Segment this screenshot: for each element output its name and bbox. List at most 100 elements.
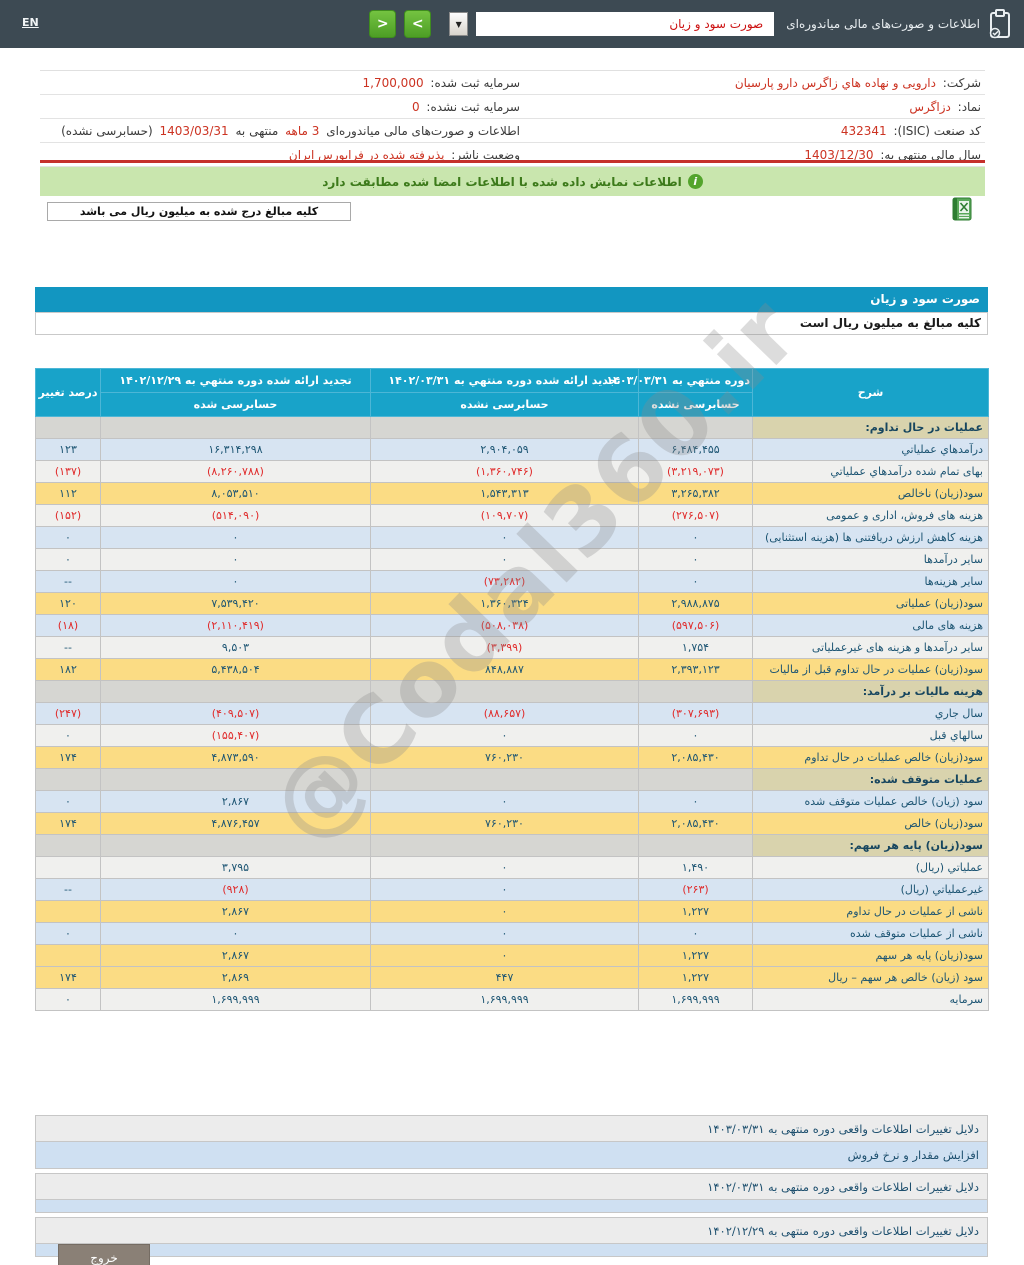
- value-cell: --: [35, 570, 101, 593]
- section-header-label: عملیات در حال تداوم:: [752, 416, 989, 439]
- value-cell: ۰: [370, 944, 639, 967]
- section-header-cell: [638, 416, 753, 439]
- value-cell: ۰: [35, 790, 101, 813]
- row-label: سال جاري: [752, 702, 989, 725]
- value-cell: ۱۱۲: [35, 482, 101, 505]
- table-row: سود(زیان) خالص عملیات در حال تداوم ۲,۰۸۵,…: [35, 746, 989, 769]
- report-select[interactable]: صورت سود و زیان: [476, 12, 775, 36]
- value-cell: ۰: [370, 526, 639, 549]
- topbar: اطلاعات و صورت‌های مالی میاندوره‌ای صورت…: [0, 0, 1024, 48]
- table-row: سود(زیان) ناخالص ۳,۲۶۵,۳۸۲ ۱,۵۴۳,۳۱۳ ۸,۰۵۳,…: [35, 482, 989, 505]
- value-cell: ۰: [100, 548, 371, 571]
- section-header-cell: [35, 834, 101, 857]
- value-cell: ۰: [638, 570, 753, 593]
- value-cell: (۱۵۵,۴۰۷): [100, 724, 371, 747]
- value-cell: ۱۸۲: [35, 658, 101, 681]
- value-cell: ۱۲۳: [35, 438, 101, 461]
- section-header-cell: [370, 416, 639, 439]
- table-row: سود (زیان) خالص هر سهم – ریال ۱,۲۲۷ ۴۴۷ ۲,۸…: [35, 966, 989, 989]
- value-cell: (۲۶۳): [638, 878, 753, 901]
- row-label: هزینه های فروش، اداری و عمومی: [752, 504, 989, 527]
- value-cell: ۱,۵۴۳,۳۱۳: [370, 482, 639, 505]
- value-cell: ۰: [35, 548, 101, 571]
- row-label: سود(زیان) خالص: [752, 812, 989, 835]
- value-cell: ۰: [100, 526, 371, 549]
- amounts-note: کلیه مبالغ درج شده به میلیون ریال می باش…: [47, 202, 351, 221]
- table-header: شرح دوره منتهي به ۱۴۰۳/۰۳/۳۱ تجدید ارائه…: [35, 368, 989, 417]
- value-cell: ۰: [638, 790, 753, 813]
- table-row: سود(زیان) عملیاتی ۲,۹۸۸,۸۷۵ ۱,۳۶۰,۳۲۴ ۷,۵۳۹…: [35, 592, 989, 615]
- language-link[interactable]: EN: [22, 16, 39, 29]
- value-cell: ۰: [35, 922, 101, 945]
- excel-export-icon[interactable]: [951, 197, 972, 221]
- section-header-cell: [370, 680, 639, 703]
- row-label: سایر درآمدها: [752, 548, 989, 571]
- row-label: سود (زیان) خالص عملیات متوقف شده: [752, 790, 989, 813]
- company-info-field: کد صنعت (ISIC): 432341: [840, 123, 981, 138]
- info-icon: i: [687, 174, 703, 189]
- value-cell: ۷۶۰,۲۳۰: [370, 812, 639, 835]
- value-cell: ۲,۸۶۷: [100, 900, 371, 923]
- signed-info-banner: i اطلاعات نمایش داده شده با اطلاعات امضا…: [40, 167, 985, 196]
- value-cell: ۰: [370, 856, 639, 879]
- value-cell: ۲,۹۰۴,۰۵۹: [370, 438, 639, 461]
- value-cell: ۰: [370, 922, 639, 945]
- table-row: غیرعملیاتي (ریال) (۲۶۳) ۰ (۹۲۸) --: [35, 878, 989, 901]
- table-body: عملیات در حال تداوم: درآمدهاي عملیاتي ۶,۴۸…: [35, 416, 989, 1011]
- col-subheader-audit-1: حسابرسی نشده: [638, 392, 753, 417]
- value-cell: ۰: [638, 922, 753, 945]
- value-cell: ۴۴۷: [370, 966, 639, 989]
- value-cell: ۱۷۴: [35, 746, 101, 769]
- chevron-down-icon[interactable]: ▼: [449, 12, 469, 36]
- value-cell: (۵۹۷,۵۰۶): [638, 614, 753, 637]
- value-cell: ۱,۲۲۷: [638, 966, 753, 989]
- value-cell: (۴۰۹,۵۰۷): [100, 702, 371, 725]
- company-info-field: اطلاعات و صورت‌های مالی میاندوره‌ای 3 ما…: [61, 123, 520, 138]
- company-info-field: سال مالی منتهی به: 1403/12/30: [804, 147, 981, 162]
- previous-report-button[interactable]: <: [369, 10, 397, 38]
- value-cell: ۱,۶۹۹,۹۹۹: [370, 988, 639, 1011]
- value-cell: ۲,۸۶۷: [100, 790, 371, 813]
- table-row: ناشی از عملیات متوقف شده ۰ ۰ ۰ ۰: [35, 922, 989, 945]
- value-cell: ۱۲۰: [35, 592, 101, 615]
- next-report-button[interactable]: >: [404, 10, 432, 38]
- company-info-row: کد صنعت (ISIC): 432341 اطلاعات و صورت‌های…: [40, 119, 985, 143]
- value-cell: (۹۲۸): [100, 878, 371, 901]
- row-label: سایر هزینه‌ها: [752, 570, 989, 593]
- section-header-cell: [35, 680, 101, 703]
- section-header-cell: [370, 768, 639, 791]
- table-row: سرمایه ۱,۶۹۹,۹۹۹ ۱,۶۹۹,۹۹۹ ۱,۶۹۹,۹۹۹ ۰: [35, 988, 989, 1011]
- row-label: عملیاتي (ریال): [752, 856, 989, 879]
- value-cell: [35, 900, 101, 923]
- section-header-cell: [638, 768, 753, 791]
- footnote-row: افزایش مقدار و نرخ فروش: [35, 1142, 988, 1169]
- row-label: غیرعملیاتي (ریال): [752, 878, 989, 901]
- value-cell: --: [35, 636, 101, 659]
- row-label: سود(زیان) عملیات در حال تداوم قبل از مال…: [752, 658, 989, 681]
- section-header-cell: [100, 768, 371, 791]
- col-subheader-audit-2: حسابرسی نشده: [370, 392, 639, 417]
- value-cell: (۵۰۸,۰۳۸): [370, 614, 639, 637]
- value-cell: ۲,۳۹۳,۱۲۳: [638, 658, 753, 681]
- section-header-cell: [35, 416, 101, 439]
- section-header-cell: [638, 680, 753, 703]
- exit-button[interactable]: خروج: [58, 1244, 150, 1265]
- section-header-cell: [100, 834, 371, 857]
- col-header-period-2: تجدید ارائه شده دوره منتهي به ۱۴۰۲/۰۳/۳۱: [370, 368, 639, 393]
- footnote-row: [35, 1244, 988, 1257]
- value-cell: ۲,۸۶۷: [100, 944, 371, 967]
- value-cell: (۸۸,۶۵۷): [370, 702, 639, 725]
- section-header-cell: [100, 680, 371, 703]
- row-label: هزینه های مالی: [752, 614, 989, 637]
- table-row: سود (زیان) خالص عملیات متوقف شده ۰ ۰ ۲,۸۶۷ ۰: [35, 790, 989, 813]
- value-cell: ۰: [35, 988, 101, 1011]
- value-cell: ۰: [638, 548, 753, 571]
- table-row: سود(زیان) عملیات در حال تداوم قبل از مال…: [35, 658, 989, 681]
- table-row: هزینه مالیات بر درآمد:: [35, 680, 989, 703]
- value-cell: ۰: [370, 724, 639, 747]
- col-header-period-1: دوره منتهي به ۱۴۰۳/۰۳/۳۱: [606, 368, 753, 393]
- value-cell: ۲,۹۸۸,۸۷۵: [638, 592, 753, 615]
- footnote-row: دلایل تغییرات اطلاعات واقعی دوره منتهی ب…: [35, 1217, 988, 1244]
- statement-unit-note: کلیه مبالغ به میلیون ریال است: [35, 312, 988, 335]
- company-info-field: سرمایه ثبت نشده: 0: [411, 99, 520, 114]
